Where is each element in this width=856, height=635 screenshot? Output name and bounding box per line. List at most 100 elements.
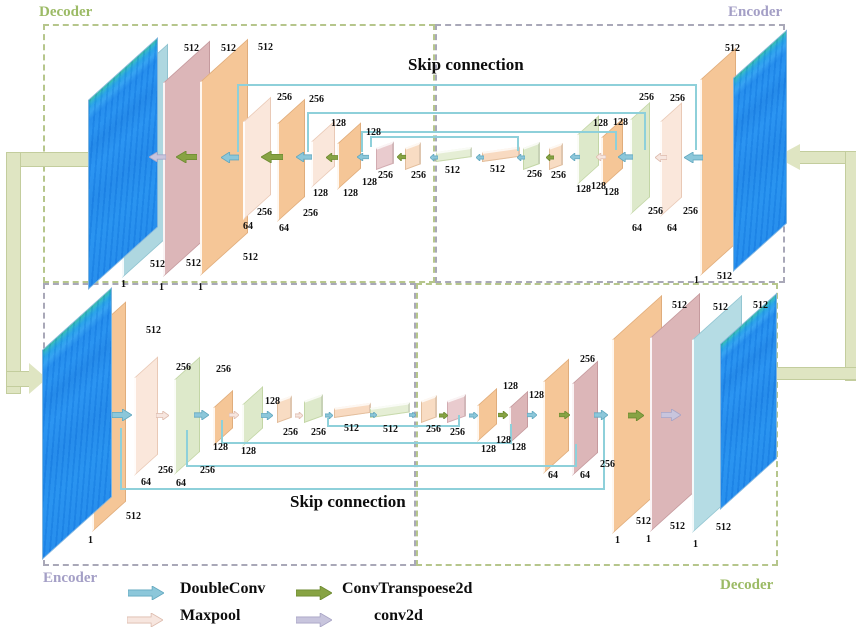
size-label: 512	[445, 165, 460, 176]
size-label: 1	[646, 534, 651, 545]
size-label: 512	[243, 252, 258, 263]
skip-connection-line	[307, 112, 645, 114]
size-label: 512	[150, 259, 165, 270]
region-label-decoder: Decoder	[39, 4, 93, 20]
size-label: 128	[366, 127, 381, 138]
size-label: 512	[717, 271, 732, 282]
doubleconv-arrow-icon	[475, 152, 485, 162]
size-label: 256	[257, 207, 272, 218]
size-label: 256	[648, 206, 663, 217]
size-label: 64	[548, 470, 558, 481]
size-label: 512	[126, 511, 141, 522]
size-label: 256	[176, 362, 191, 373]
skip-connection-line	[370, 136, 518, 138]
convtranspose-arrow-icon	[260, 150, 284, 164]
skip-connection-line	[221, 442, 511, 444]
doubleconv-arrow-icon	[220, 150, 240, 164]
skip-connection-line	[603, 417, 605, 490]
convtranspose-arrow-icon	[558, 410, 571, 420]
size-label: 256	[277, 92, 292, 103]
size-label: 128	[511, 442, 526, 453]
size-label: 256	[450, 427, 465, 438]
skip-connection-line	[221, 420, 223, 444]
size-label: 128	[213, 442, 228, 453]
skip-connection-line	[361, 131, 363, 152]
size-label: 1	[121, 279, 126, 290]
doubleconv-arrow-icon	[295, 151, 313, 163]
maxpool-arrow-icon	[654, 151, 668, 163]
size-label: 256	[580, 354, 595, 365]
skip-connection-line	[458, 415, 460, 427]
size-label: 128	[496, 435, 511, 446]
size-label: 64	[176, 478, 186, 489]
legend-arrow-maxpool	[126, 612, 164, 628]
feature-map-plane	[630, 101, 650, 215]
skip-connection-line	[575, 444, 577, 467]
size-label: 128	[265, 396, 280, 407]
skip-connection-line	[186, 430, 188, 467]
size-label: 128	[343, 188, 358, 199]
legend-arrow-conv2d	[295, 612, 333, 628]
size-label: 64	[141, 477, 151, 488]
size-label: 512	[713, 302, 728, 313]
maxpool-arrow-icon	[228, 410, 240, 420]
maxpool-arrow-icon	[294, 410, 304, 420]
size-label: 512	[383, 424, 398, 435]
convtranspose-arrow-icon	[325, 151, 339, 163]
doubleconv-arrow-icon	[683, 150, 704, 164]
legend-label-conv2d: conv2d	[374, 607, 423, 624]
size-label: 1	[159, 282, 164, 293]
size-label: 128	[529, 390, 544, 401]
size-label: 256	[426, 424, 441, 435]
doubleconv-arrow-icon	[617, 151, 634, 163]
size-label: 128	[313, 188, 328, 199]
doubleconv-arrow-icon	[260, 409, 274, 421]
size-label: 64	[580, 470, 590, 481]
doubleconv-arrow-icon	[526, 410, 538, 420]
size-label: 256	[311, 427, 326, 438]
skip-connection-line	[327, 418, 329, 427]
region-label-encoder: Encoder	[43, 570, 98, 586]
doubleconv-arrow-icon	[468, 410, 479, 420]
doubleconv-arrow-icon	[356, 152, 370, 162]
size-label: 256	[527, 169, 542, 180]
cycle-connector-left-segment	[6, 371, 32, 387]
skip-connection-title-bottom: Skip connection	[290, 492, 406, 511]
size-label: 512	[184, 43, 199, 54]
skip-connection-line	[237, 84, 696, 86]
convtranspose-arrow-icon	[396, 152, 407, 162]
skip-connection-line	[186, 465, 576, 467]
size-label: 1	[693, 539, 698, 550]
maxpool-arrow-icon	[595, 152, 607, 162]
size-label: 1	[88, 535, 93, 546]
convtranspose-arrow-icon	[545, 152, 555, 162]
skip-connection-line	[695, 84, 697, 150]
maxpool-arrow-icon	[155, 409, 170, 421]
size-label: 1	[615, 535, 620, 546]
size-label: 128	[503, 381, 518, 392]
doubleconv-arrow-icon	[429, 152, 439, 162]
doubleconv-arrow-icon	[516, 152, 526, 162]
size-label: 256	[303, 208, 318, 219]
size-label: 256	[683, 206, 698, 217]
skip-connection-line	[510, 424, 512, 444]
size-label: 64	[632, 223, 642, 234]
size-label: 512	[672, 300, 687, 311]
legend-label-convtranspose: ConvTranspoese2d	[342, 580, 473, 597]
size-label: 256	[600, 459, 615, 470]
size-label: 512	[258, 42, 273, 53]
convtranspose-arrow-icon	[627, 408, 645, 422]
conv2d-arrow-icon	[660, 408, 682, 422]
size-label: 128	[331, 118, 346, 129]
skip-connection-line	[644, 112, 646, 150]
size-label: 64	[667, 223, 677, 234]
skip-connection-line	[370, 136, 372, 147]
skip-connection-line	[120, 428, 122, 490]
skip-connection-line	[237, 84, 239, 152]
size-label: 512	[636, 516, 651, 527]
size-label: 128	[593, 118, 608, 129]
size-label: 256	[309, 94, 324, 105]
size-label: 512	[753, 300, 768, 311]
size-label: 256	[158, 465, 173, 476]
